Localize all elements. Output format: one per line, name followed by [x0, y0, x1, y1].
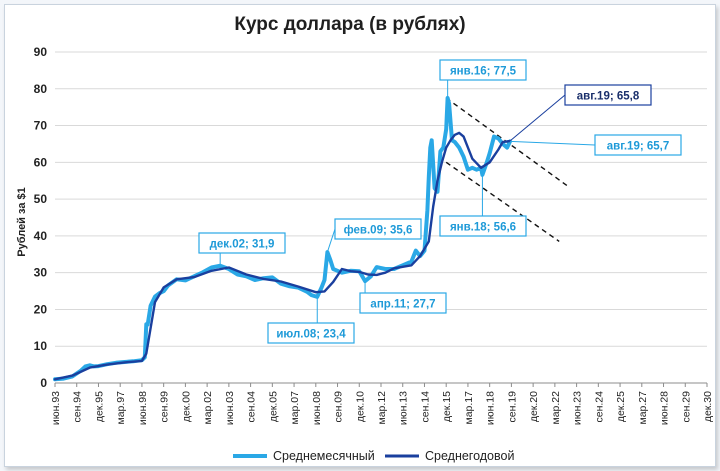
legend: Среднемесячный Среднегодовой: [233, 449, 514, 463]
x-tick-label: дек.05: [267, 391, 279, 422]
y-tick-label: 30: [34, 266, 48, 280]
x-tick-label: мар.07: [289, 391, 301, 425]
x-tick-label: сен.19: [506, 391, 518, 423]
x-tick-label: сен.14: [419, 391, 431, 423]
annotation-box: [439, 59, 527, 81]
x-tick-label: мар.22: [550, 391, 562, 425]
axes: 0 10 20 30 40 50 60 70 80 90 июн.93 сен.94 дек.95 мар…: [34, 45, 714, 425]
x-tick-label: июн.93: [50, 391, 62, 425]
annotation-box: [334, 218, 422, 240]
annotation-label: авг.19; 65,8: [577, 91, 640, 103]
x-tick-label: дек.15: [441, 391, 453, 422]
series-line-monthly: [53, 96, 512, 382]
line-chart: Курс доллара (в рублях) 0 10 20 30 40 50 60 70 8…: [16, 14, 714, 463]
annotation-leader: [326, 228, 336, 253]
annotation-label: авг.19; 65,7: [607, 141, 670, 153]
annotation-leader: [509, 94, 566, 142]
x-tick-label: дек.25: [615, 391, 627, 422]
chart-title: Курс доллара (в рублях): [234, 14, 465, 35]
x-tick-label: сен.99: [159, 391, 171, 423]
annotation-label: дек.02; 31,9: [210, 239, 275, 251]
x-tick-label: июн.18: [485, 391, 497, 425]
x-tick-label: дек.95: [93, 391, 105, 422]
x-tick-label: июн.08: [311, 391, 323, 425]
series-lines: [53, 96, 512, 382]
y-tick-label: 80: [34, 82, 48, 96]
x-tick-label: сен.24: [593, 391, 605, 423]
y-tick-label: 60: [34, 155, 48, 169]
x-tick-label: дек.30: [702, 391, 714, 422]
y-tick-label: 0: [40, 376, 47, 390]
x-tick-label: июн.28: [659, 391, 671, 425]
y-tick-label: 20: [34, 302, 48, 316]
annotation-box: [198, 232, 286, 254]
x-tick-label: сен.09: [333, 391, 345, 423]
annotation-box: [439, 215, 527, 237]
x-tick-label: мар.27: [637, 391, 649, 425]
gridlines: [55, 51, 707, 347]
legend-label-monthly: Среднемесячный: [273, 449, 375, 463]
y-axis-label: Рублей за $1: [16, 187, 28, 257]
y-tick-label: 40: [34, 229, 48, 243]
x-tick-label: мар.02: [202, 391, 214, 425]
annotation-box: [594, 134, 682, 156]
x-tick-label: дек.10: [354, 391, 366, 422]
annotation-label: апр.11; 27,7: [370, 299, 435, 311]
trend-line: [445, 161, 560, 242]
x-tick-label: дек.00: [180, 391, 192, 422]
y-tick-label: 70: [34, 119, 48, 133]
x-tick-label: мар.17: [463, 391, 475, 425]
y-tick-label: 90: [34, 45, 48, 59]
annotation-box: [564, 84, 652, 106]
x-tick-label: июн.13: [398, 391, 410, 425]
x-tick-label: мар.97: [115, 391, 127, 425]
annotation-box: [359, 292, 447, 314]
x-tick-label: сен.29: [680, 391, 692, 423]
chart-frame: Курс доллара (в рублях) 0 10 20 30 40 50 60 70 8…: [4, 4, 716, 467]
annotations: янв.16; 77,5 авг.19; 65,8 авг.19; 65,7 янв.…: [198, 59, 682, 344]
x-tick-label: июн.98: [137, 391, 149, 425]
x-tick-label: сен.04: [246, 391, 258, 423]
annotation-box: [267, 322, 355, 344]
annotation-label: янв.16; 77,5: [450, 66, 517, 78]
y-tick-label: 50: [34, 192, 48, 206]
series-line-yearly: [53, 131, 512, 381]
x-tick-label: июн.03: [224, 391, 236, 425]
annotation-label: янв.18; 56,6: [450, 222, 516, 234]
y-tick-label: 10: [34, 339, 48, 353]
x-tick-label: дек.20: [528, 391, 540, 422]
x-tick-label: сен.94: [72, 391, 84, 423]
legend-label-yearly: Среднегодовой: [425, 449, 514, 463]
annotation-label: фев.09; 35,6: [344, 225, 413, 237]
annotation-leader: [509, 140, 596, 146]
x-tick-label: мар.12: [376, 391, 388, 425]
annotation-label: июл.08; 23,4: [276, 329, 346, 341]
x-tick-label: июн.23: [572, 391, 584, 425]
